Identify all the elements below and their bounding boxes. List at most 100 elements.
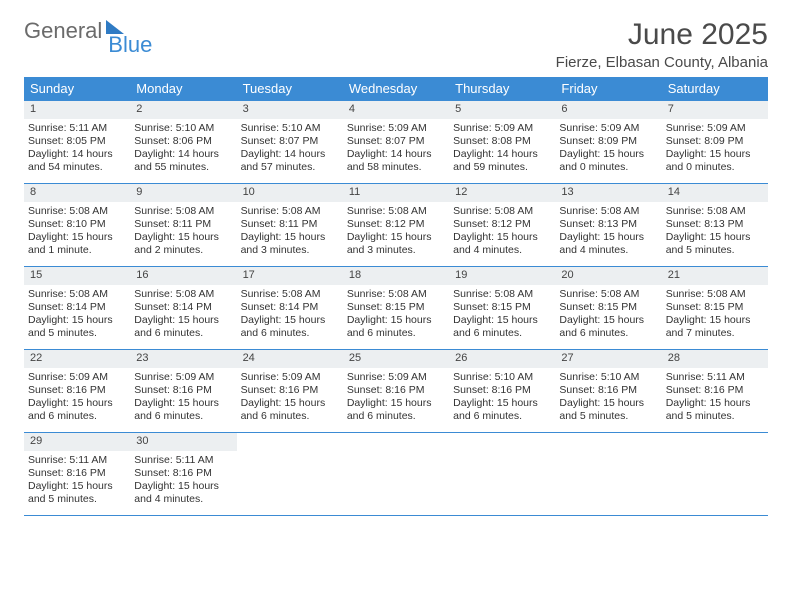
daylight-text: and 6 minutes. xyxy=(28,410,126,423)
calendar-day: 12Sunrise: 5:08 AMSunset: 8:12 PMDayligh… xyxy=(449,184,555,266)
weekday-header: Wednesday xyxy=(343,77,449,100)
sunset-text: Sunset: 8:16 PM xyxy=(666,384,764,397)
sunrise-text: Sunrise: 5:09 AM xyxy=(134,371,232,384)
sunrise-text: Sunrise: 5:08 AM xyxy=(28,288,126,301)
daylight-text: and 6 minutes. xyxy=(453,327,551,340)
title-block: June 2025 Fierze, Elbasan County, Albani… xyxy=(556,18,768,71)
day-number: 28 xyxy=(662,350,768,368)
sunrise-text: Sunrise: 5:08 AM xyxy=(347,205,445,218)
daylight-text: Daylight: 15 hours xyxy=(666,231,764,244)
day-number: 26 xyxy=(449,350,555,368)
sunset-text: Sunset: 8:16 PM xyxy=(453,384,551,397)
sunset-text: Sunset: 8:14 PM xyxy=(241,301,339,314)
sunset-text: Sunset: 8:11 PM xyxy=(134,218,232,231)
calendar-day: 10Sunrise: 5:08 AMSunset: 8:11 PMDayligh… xyxy=(237,184,343,266)
daylight-text: Daylight: 15 hours xyxy=(134,314,232,327)
sunrise-text: Sunrise: 5:11 AM xyxy=(666,371,764,384)
calendar-day: 27Sunrise: 5:10 AMSunset: 8:16 PMDayligh… xyxy=(555,350,661,432)
sunset-text: Sunset: 8:16 PM xyxy=(28,467,126,480)
calendar-day: 26Sunrise: 5:10 AMSunset: 8:16 PMDayligh… xyxy=(449,350,555,432)
sunrise-text: Sunrise: 5:11 AM xyxy=(134,454,232,467)
calendar-day-empty xyxy=(555,433,661,515)
sunrise-text: Sunrise: 5:10 AM xyxy=(134,122,232,135)
sunrise-text: Sunrise: 5:08 AM xyxy=(241,205,339,218)
daylight-text: Daylight: 15 hours xyxy=(28,480,126,493)
daylight-text: and 6 minutes. xyxy=(241,410,339,423)
daylight-text: Daylight: 15 hours xyxy=(453,314,551,327)
calendar-day: 25Sunrise: 5:09 AMSunset: 8:16 PMDayligh… xyxy=(343,350,449,432)
sunrise-text: Sunrise: 5:08 AM xyxy=(559,288,657,301)
sunset-text: Sunset: 8:11 PM xyxy=(241,218,339,231)
day-number: 24 xyxy=(237,350,343,368)
day-number: 15 xyxy=(24,267,130,285)
calendar-day: 8Sunrise: 5:08 AMSunset: 8:10 PMDaylight… xyxy=(24,184,130,266)
calendar-day: 1Sunrise: 5:11 AMSunset: 8:05 PMDaylight… xyxy=(24,101,130,183)
day-number: 21 xyxy=(662,267,768,285)
calendar-day: 24Sunrise: 5:09 AMSunset: 8:16 PMDayligh… xyxy=(237,350,343,432)
sunset-text: Sunset: 8:10 PM xyxy=(28,218,126,231)
daylight-text: Daylight: 15 hours xyxy=(347,314,445,327)
sunrise-text: Sunrise: 5:09 AM xyxy=(347,122,445,135)
weekday-header: Tuesday xyxy=(237,77,343,100)
day-number: 2 xyxy=(130,101,236,119)
daylight-text: Daylight: 15 hours xyxy=(666,148,764,161)
day-number: 6 xyxy=(555,101,661,119)
logo-word1: General xyxy=(24,18,102,44)
weekday-header: Friday xyxy=(555,77,661,100)
weeks-container: 1Sunrise: 5:11 AMSunset: 8:05 PMDaylight… xyxy=(24,100,768,516)
day-number: 30 xyxy=(130,433,236,451)
calendar-day: 9Sunrise: 5:08 AMSunset: 8:11 PMDaylight… xyxy=(130,184,236,266)
calendar-week: 8Sunrise: 5:08 AMSunset: 8:10 PMDaylight… xyxy=(24,183,768,266)
sunset-text: Sunset: 8:13 PM xyxy=(559,218,657,231)
day-number: 4 xyxy=(343,101,449,119)
calendar-day: 4Sunrise: 5:09 AMSunset: 8:07 PMDaylight… xyxy=(343,101,449,183)
daylight-text: and 7 minutes. xyxy=(666,327,764,340)
sunrise-text: Sunrise: 5:08 AM xyxy=(453,205,551,218)
calendar-day: 11Sunrise: 5:08 AMSunset: 8:12 PMDayligh… xyxy=(343,184,449,266)
calendar-day: 7Sunrise: 5:09 AMSunset: 8:09 PMDaylight… xyxy=(662,101,768,183)
sunset-text: Sunset: 8:15 PM xyxy=(347,301,445,314)
daylight-text: and 6 minutes. xyxy=(134,327,232,340)
sunrise-text: Sunrise: 5:08 AM xyxy=(134,205,232,218)
sunset-text: Sunset: 8:15 PM xyxy=(559,301,657,314)
sunrise-text: Sunrise: 5:08 AM xyxy=(559,205,657,218)
daylight-text: Daylight: 15 hours xyxy=(241,314,339,327)
calendar-grid: Sunday Monday Tuesday Wednesday Thursday… xyxy=(24,77,768,516)
sunrise-text: Sunrise: 5:08 AM xyxy=(666,205,764,218)
daylight-text: and 2 minutes. xyxy=(134,244,232,257)
calendar-day: 18Sunrise: 5:08 AMSunset: 8:15 PMDayligh… xyxy=(343,267,449,349)
daylight-text: Daylight: 14 hours xyxy=(453,148,551,161)
calendar-day: 30Sunrise: 5:11 AMSunset: 8:16 PMDayligh… xyxy=(130,433,236,515)
daylight-text: Daylight: 15 hours xyxy=(347,397,445,410)
day-number: 7 xyxy=(662,101,768,119)
calendar-day: 6Sunrise: 5:09 AMSunset: 8:09 PMDaylight… xyxy=(555,101,661,183)
calendar-day: 15Sunrise: 5:08 AMSunset: 8:14 PMDayligh… xyxy=(24,267,130,349)
daylight-text: and 6 minutes. xyxy=(347,327,445,340)
sunrise-text: Sunrise: 5:08 AM xyxy=(241,288,339,301)
calendar-day: 16Sunrise: 5:08 AMSunset: 8:14 PMDayligh… xyxy=(130,267,236,349)
calendar-day: 13Sunrise: 5:08 AMSunset: 8:13 PMDayligh… xyxy=(555,184,661,266)
sunrise-text: Sunrise: 5:08 AM xyxy=(347,288,445,301)
daylight-text: and 54 minutes. xyxy=(28,161,126,174)
daylight-text: and 4 minutes. xyxy=(134,493,232,506)
daylight-text: Daylight: 15 hours xyxy=(559,314,657,327)
daylight-text: and 4 minutes. xyxy=(453,244,551,257)
sunrise-text: Sunrise: 5:09 AM xyxy=(453,122,551,135)
day-number: 5 xyxy=(449,101,555,119)
calendar-week: 22Sunrise: 5:09 AMSunset: 8:16 PMDayligh… xyxy=(24,349,768,432)
sunset-text: Sunset: 8:06 PM xyxy=(134,135,232,148)
daylight-text: and 57 minutes. xyxy=(241,161,339,174)
daylight-text: and 1 minute. xyxy=(28,244,126,257)
daylight-text: Daylight: 14 hours xyxy=(134,148,232,161)
logo: General Blue xyxy=(24,18,152,44)
daylight-text: Daylight: 15 hours xyxy=(134,480,232,493)
day-number: 14 xyxy=(662,184,768,202)
daylight-text: and 6 minutes. xyxy=(134,410,232,423)
daylight-text: Daylight: 15 hours xyxy=(241,397,339,410)
daylight-text: Daylight: 15 hours xyxy=(28,397,126,410)
daylight-text: and 0 minutes. xyxy=(559,161,657,174)
sunset-text: Sunset: 8:14 PM xyxy=(134,301,232,314)
daylight-text: Daylight: 14 hours xyxy=(241,148,339,161)
sunrise-text: Sunrise: 5:08 AM xyxy=(28,205,126,218)
day-number: 17 xyxy=(237,267,343,285)
